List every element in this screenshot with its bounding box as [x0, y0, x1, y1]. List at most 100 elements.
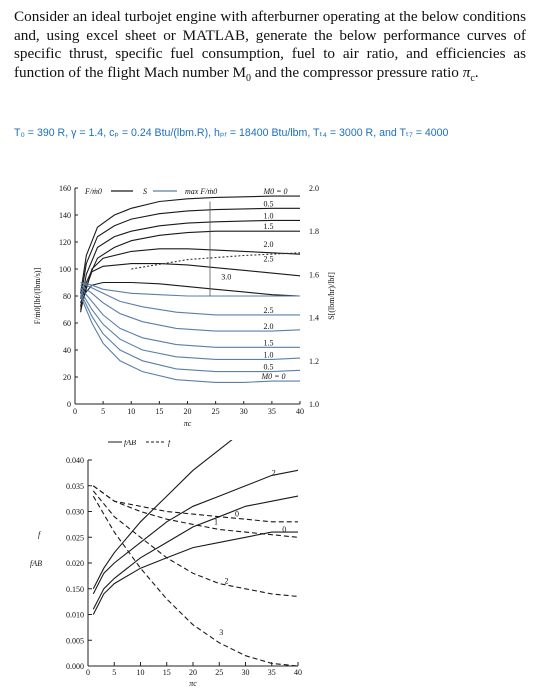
y-axis-label-right: S[(lbm/hr)/lbf]: [327, 272, 336, 320]
x-axis-label: πc: [184, 419, 192, 428]
sfc-curve: [80, 290, 301, 360]
x-tick-label: 40: [294, 668, 302, 677]
x-tick-label: 15: [155, 407, 163, 416]
f-curve: [92, 490, 299, 598]
y-label-f: f: [38, 530, 42, 539]
legend-f-label: f: [168, 440, 172, 447]
x-axis-label: πc: [189, 679, 197, 688]
f-curve: [92, 495, 299, 667]
sfc-curve: [80, 293, 301, 373]
problem-text-a: Consider an ideal turbojet engine with a…: [14, 8, 526, 81]
pi-symbol: π: [462, 63, 471, 81]
thrust-series-label: 0.5: [263, 199, 273, 208]
thrust-series-label-3: 3.0: [221, 273, 231, 282]
y-tick-label: 0.025: [66, 533, 84, 542]
x-tick-label: 10: [127, 407, 135, 416]
x-tick-label: 25: [215, 668, 223, 677]
thrust-series-label: 1.0: [263, 211, 273, 220]
parameter-line: T₀ = 390 R, γ = 1.4, cₚ = 0.24 Btu/(lbm.…: [14, 127, 449, 139]
thrust-sfc-chart: 0 5 10 15 20 25 30 35 40 0 20 40 60 80 100 120 140 160 1.0…: [33, 184, 336, 428]
f-curve: [92, 485, 298, 523]
y-axis-label-left: F/ṁ0[lbf/(lbm/s)]: [33, 267, 42, 324]
y-tick-label: 0.035: [66, 482, 84, 491]
f-label-0: 0: [235, 510, 239, 519]
x-tick-label: 40: [296, 407, 304, 416]
legend-thrust-label: F/ṁ0: [84, 187, 102, 196]
y-right-tick-label: 1.8: [309, 227, 319, 236]
thrust-curve: [80, 248, 301, 310]
thrust-curve: [80, 230, 300, 313]
y-right-tick-label: 1.6: [309, 270, 319, 279]
thrust-curve: [80, 281, 301, 300]
y-tick-label: 80: [63, 292, 71, 301]
y-tick-label: 0.010: [66, 611, 84, 620]
x-tick-label: 10: [137, 668, 145, 677]
legend-max-label: max F/ṁ0: [185, 187, 217, 196]
y-right-tick-label: 2.0: [309, 184, 319, 193]
sfc-series-label: 2.5: [263, 306, 273, 315]
f-label-3: 3: [219, 628, 223, 637]
sfc-series-label: 2.0: [263, 322, 273, 331]
thrust-curve: [80, 219, 300, 307]
y-tick-label: 0.000: [66, 662, 84, 671]
sfc-curve: [80, 284, 301, 332]
thrust-series-label: 2.5: [263, 255, 273, 264]
y-tick-label: 60: [63, 319, 71, 328]
thrust-series-label: 1.5: [263, 222, 273, 231]
sfc-curve: [80, 287, 300, 348]
y-tick-label: 120: [59, 238, 71, 247]
x-tick-label: 30: [242, 668, 250, 677]
x-tick-label: 35: [268, 668, 276, 677]
y-right-tick-label: 1.2: [309, 357, 319, 366]
y-right-tick-label: 1.4: [309, 314, 319, 323]
y-tick-label: 140: [59, 211, 71, 220]
x-tick-label: 25: [212, 407, 220, 416]
x-tick-label: 30: [240, 407, 248, 416]
mach-subscript: 0: [245, 72, 251, 84]
y-tick-label: 100: [59, 265, 71, 274]
fab-curve: [92, 440, 233, 590]
x-tick-label: 5: [112, 668, 116, 677]
sfc-curve: [80, 281, 300, 297]
f-label-1: 1: [214, 517, 218, 526]
y-label-fab: fAB: [30, 559, 42, 568]
x-tick-label: 20: [184, 407, 192, 416]
f-curve: [92, 485, 299, 538]
fab-curve: [92, 495, 299, 610]
x-tick-label: 35: [268, 407, 276, 416]
y-tick-label: 40: [63, 346, 71, 355]
thrust-curve: [80, 263, 301, 303]
x-tick-label: 20: [189, 668, 197, 677]
y-tick-label: 0.030: [66, 508, 84, 517]
y-tick-label: 0: [67, 400, 71, 409]
fab-label-2: 2: [272, 468, 276, 477]
pi-subscript: c: [470, 72, 475, 84]
y-tick-label: 0.150: [66, 585, 84, 594]
y-right-tick-label: 1.0: [309, 400, 319, 409]
thrust-curve: [80, 207, 300, 299]
sfc-curve: [80, 282, 300, 316]
y-tick-label: 0.040: [66, 456, 84, 465]
y-tick-label: 0.020: [66, 559, 84, 568]
max-thrust-line: [131, 252, 301, 270]
legend-fab-label: fAB: [124, 440, 136, 447]
legend-sfc-label: S: [143, 187, 147, 196]
problem-text-b: and the compressor pressure ratio: [250, 63, 463, 81]
x-tick-label: 5: [101, 407, 105, 416]
sfc-series-label: 1.0: [263, 350, 273, 359]
sfc-series-label: 0.5: [263, 363, 273, 372]
f-label-2: 2: [225, 577, 229, 586]
sfc-series-label-m0: M0 = 0: [260, 372, 285, 381]
problem-statement: Consider an ideal turbojet engine with a…: [14, 8, 526, 88]
fab-curve: [92, 531, 298, 615]
sfc-series-label: 1.5: [263, 338, 273, 347]
thrust-curve: [80, 195, 300, 294]
series-label-m0: M0 = 0: [262, 187, 287, 196]
y-tick-label: 160: [59, 184, 71, 193]
x-tick-label: 0: [73, 407, 77, 416]
fab-label-0: 0: [282, 525, 286, 534]
x-tick-label: 15: [163, 668, 171, 677]
x-tick-label: 0: [86, 668, 90, 677]
y-tick-label: 0.005: [66, 636, 84, 645]
problem-text-c: .: [474, 63, 479, 81]
